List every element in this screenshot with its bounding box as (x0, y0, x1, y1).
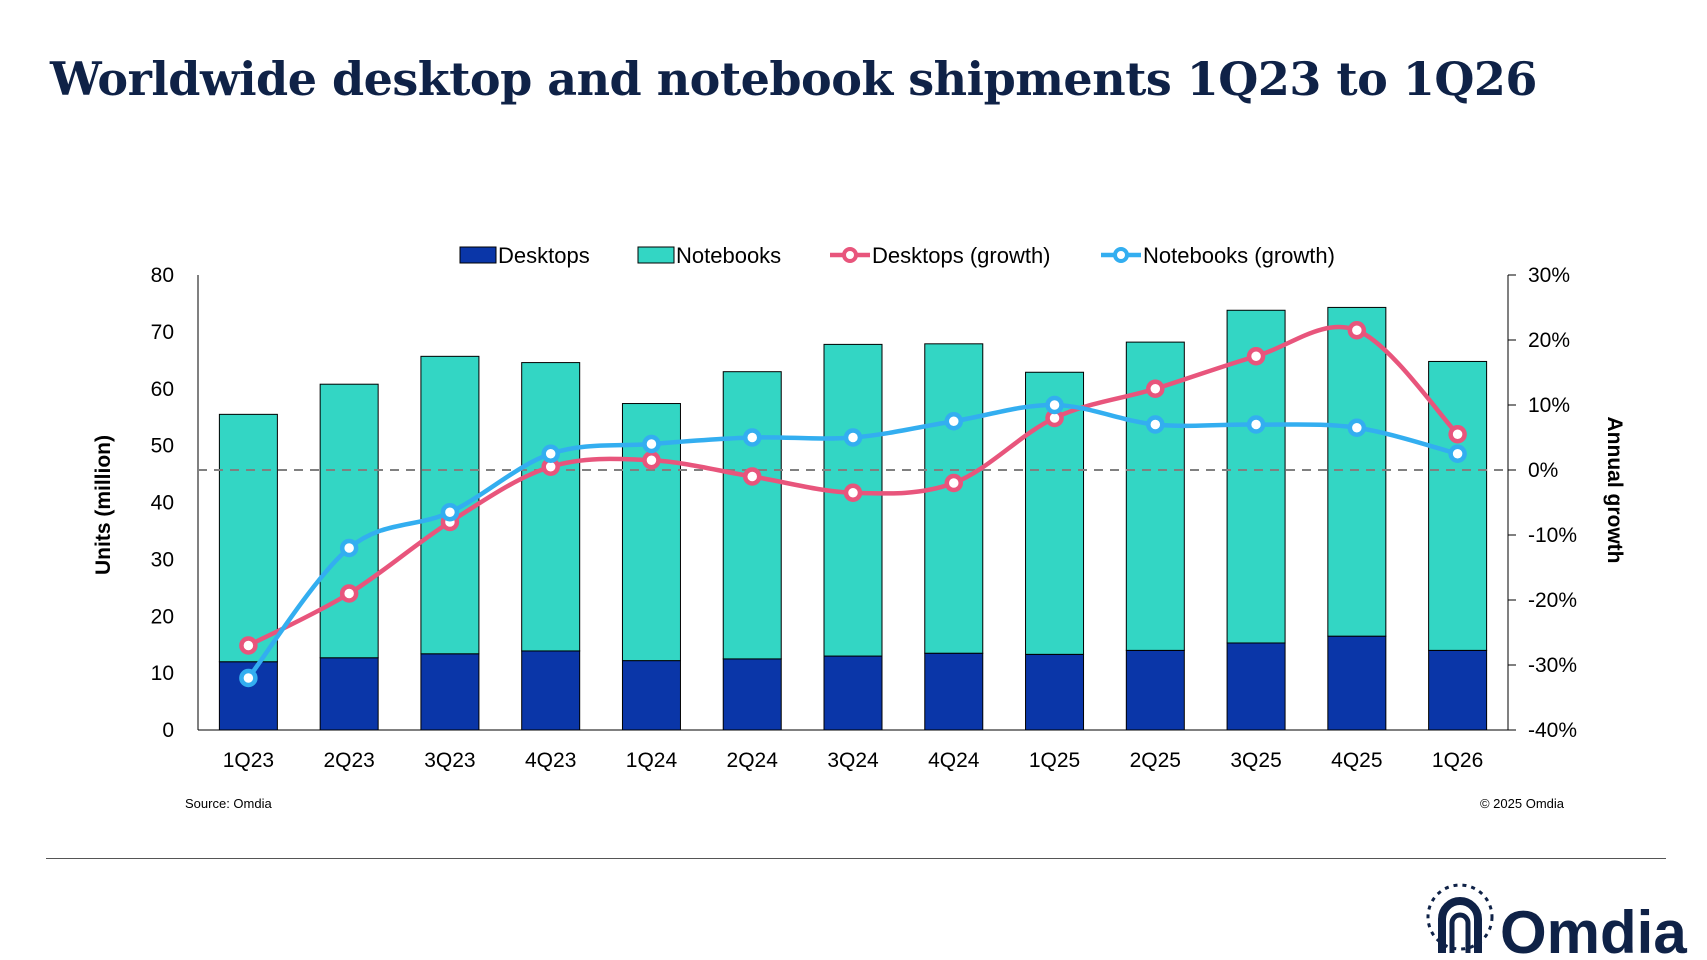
x-tick-label: 1Q24 (626, 749, 678, 772)
legend-desktops-growth-label: Desktops (growth) (872, 243, 1051, 268)
desktops-growth-point (742, 467, 762, 486)
desktops-growth-point (642, 451, 661, 470)
legend-notebooks-label: Notebooks (676, 243, 781, 268)
x-tick-label: 3Q25 (1230, 749, 1281, 772)
y-tick-label: 30 (151, 548, 174, 571)
copyright-note: © 2025 Omdia (1480, 796, 1565, 811)
x-tick-label: 4Q24 (928, 749, 980, 772)
y2-tick-label: -20% (1528, 589, 1577, 612)
notebooks-bar (924, 343, 984, 654)
notebooks-growth-point (843, 428, 863, 447)
notebooks-growth-point (239, 668, 258, 688)
y-tick-label: 50 (151, 435, 174, 458)
x-tick-label: 2Q25 (1130, 749, 1181, 772)
desktops-bar (420, 653, 480, 731)
y2-tick-label: 0% (1528, 459, 1558, 482)
legend-desktops-label: Desktops (498, 243, 590, 268)
desktops-growth-point (339, 584, 359, 603)
y2-tick-label: -40% (1528, 719, 1577, 742)
footer-divider (46, 858, 1666, 859)
desktops-bar (924, 652, 984, 731)
desktops-bar (319, 657, 379, 731)
notebooks-growth-point (440, 503, 460, 522)
omdia-logo: Omdia (1426, 883, 1687, 955)
notebooks-growth-point (1246, 415, 1266, 434)
x-tick-label: 3Q23 (424, 749, 475, 772)
y-axis-label: Units (million) (92, 435, 115, 575)
y2-axis-label: Annual growth (1603, 417, 1626, 564)
axes-layer: 1Q23 2Q23 3Q23 4Q23 1Q24 2Q24 3Q24 4Q24 1Q25 2Q25… (151, 264, 1577, 772)
notebooks-bar (521, 362, 581, 652)
y-tick-label: 40 (151, 492, 174, 515)
desktops-bar (823, 655, 883, 731)
x-tick-label: 3Q24 (827, 749, 879, 772)
desktops-bar (1327, 635, 1387, 731)
notebooks-growth-point (742, 428, 762, 447)
x-tick-label: 1Q26 (1432, 749, 1483, 772)
desktops-bar (521, 650, 581, 731)
y-tick-label: 80 (151, 264, 174, 287)
notebooks-bar (1327, 306, 1387, 637)
x-tick-label: 1Q25 (1029, 749, 1080, 772)
notebooks-bar (1226, 309, 1286, 644)
desktops-bar (1125, 649, 1185, 731)
y-tick-label: 60 (151, 378, 174, 401)
legend-notebooks-growth-label: Notebooks (growth) (1143, 243, 1335, 268)
legend-notebooks-growth-marker (1113, 247, 1129, 263)
notebooks-growth-point (541, 444, 560, 463)
desktops-bar (1025, 653, 1085, 731)
x-tick-label: 4Q23 (525, 749, 576, 772)
y-tick-label: 0 (162, 719, 174, 742)
legend-desktops-growth-marker (842, 247, 858, 263)
desktops-bar (722, 658, 782, 731)
desktops-growth-point (1347, 321, 1367, 340)
desktops-growth-point (1146, 379, 1165, 398)
x-tick-label: 4Q25 (1331, 749, 1382, 772)
y-tick-label: 20 (151, 605, 174, 628)
desktops-growth-point (1246, 347, 1266, 366)
notebooks-growth-point (1347, 418, 1367, 437)
notebooks-growth-point (642, 434, 661, 454)
notebooks-bar (319, 383, 379, 659)
chart: 1Q23 2Q23 3Q23 4Q23 1Q24 2Q24 3Q24 4Q24 1Q25 2Q25… (92, 243, 1626, 811)
page-title: Worldwide desktop and notebook shipments… (50, 52, 1537, 106)
notebooks-bar (722, 371, 782, 660)
y2-tick-label: -10% (1528, 524, 1577, 547)
legend-desktops-swatch (459, 246, 497, 264)
y-tick-label: 70 (151, 321, 174, 344)
y-tick-label: 10 (151, 662, 174, 685)
y2-tick-label: -30% (1528, 654, 1577, 677)
bars-layer (218, 306, 1488, 731)
omdia-logo-wordmark: Omdia (1500, 899, 1687, 955)
notebooks-growth-point (1045, 395, 1064, 415)
desktops-growth-point (944, 473, 964, 493)
y2-tick-label: 20% (1528, 329, 1570, 352)
notebooks-bar (1428, 360, 1488, 651)
x-tick-label: 2Q24 (727, 749, 779, 772)
desktops-growth-point (1448, 425, 1467, 444)
notebooks-bar (218, 413, 278, 663)
x-tick-label: 1Q23 (223, 749, 274, 772)
desktops-growth-point (843, 483, 863, 502)
x-tick-label: 2Q23 (323, 749, 374, 772)
y2-tick-label: 10% (1528, 394, 1570, 417)
omdia-logo-mark (1426, 883, 1494, 953)
legend-notebooks-swatch (637, 246, 675, 264)
desktops-bar (1226, 642, 1286, 731)
desktops-bar (1428, 649, 1488, 731)
legend: Desktops Notebooks Desktops (growth) Notebo… (459, 243, 1335, 268)
desktops-bar (621, 660, 681, 731)
desktops-growth-point (239, 636, 258, 655)
notebooks-growth-point (1146, 415, 1165, 434)
notebooks-growth-point (339, 538, 359, 558)
source-note: Source: Omdia (185, 796, 272, 811)
y2-tick-label: 30% (1528, 264, 1570, 287)
lines-layer (239, 321, 1467, 688)
notebooks-growth-point (944, 412, 964, 431)
notebooks-growth-point (1448, 444, 1467, 463)
